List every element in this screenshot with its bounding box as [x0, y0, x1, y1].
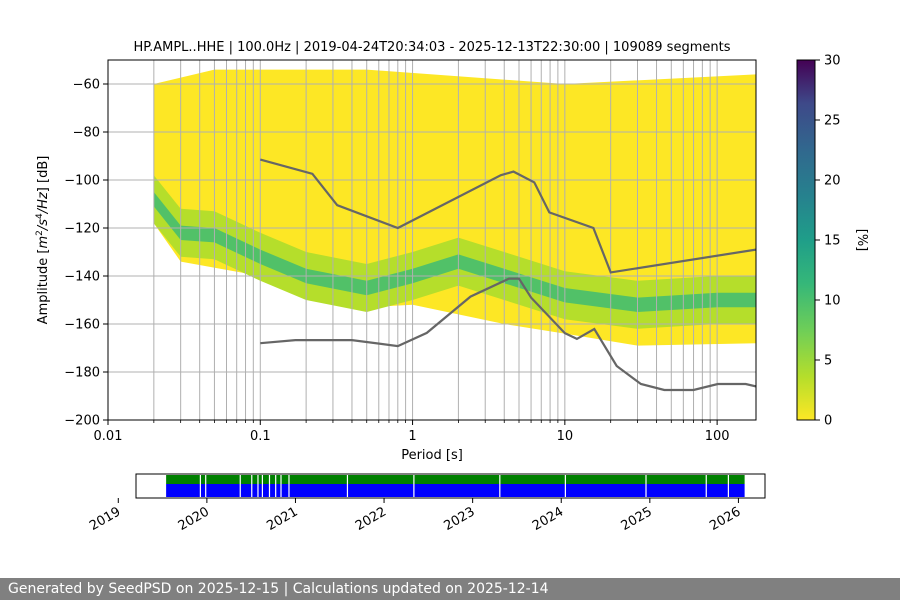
timeline-tick-label: 2021 [264, 504, 300, 534]
y-tick-label: −200 [64, 414, 100, 429]
timeline-gap [288, 475, 290, 497]
y-axis-label: Amplitude [m2/s4/Hz] [dB] [35, 156, 51, 325]
noise-model-curves [260, 158, 756, 392]
timeline-bars [166, 475, 745, 497]
colorbar-tick-label: 5 [824, 354, 832, 369]
timeline-gap [564, 475, 566, 497]
x-axis-ticks: 0.01 0.1 1 10 100 [94, 420, 730, 444]
x-tick-label: 1 [408, 429, 416, 444]
timeline-gap [275, 475, 277, 497]
timeline-tick-label: 2019 [87, 504, 123, 534]
nhnm-curve [260, 158, 756, 274]
timeline-gap [499, 475, 501, 497]
grid-lines [108, 60, 756, 420]
timeline-gap [261, 475, 263, 497]
x-tick-label: 10 [557, 429, 574, 444]
timeline-gap [705, 475, 707, 497]
timeline-tick-label: 2022 [353, 504, 389, 534]
psd-density-band [153, 175, 756, 329]
y-axis-ticks: −60 −80 −100 −120 −140 −160 −180 −200 [64, 78, 108, 429]
x-tick-label: 0.01 [94, 429, 123, 444]
colorbar-tick-label: 30 [824, 54, 841, 69]
y-tick-label: −160 [64, 318, 100, 333]
timeline-gap [239, 475, 241, 497]
y-tick-label: −80 [73, 126, 100, 141]
timeline-gap [280, 475, 282, 497]
timeline-data-bar [166, 475, 745, 484]
x-tick-label: 100 [705, 429, 730, 444]
timeline-gap [205, 475, 207, 497]
colorbar-ticks: 0 5 10 15 20 25 30 [815, 54, 841, 429]
colorbar-gradient [796, 59, 816, 421]
coverage-timeline: 2019 2020 2021 2022 2023 2024 2025 2026 [87, 473, 766, 534]
plot-frame [107, 59, 757, 421]
timeline-gap [413, 475, 415, 497]
colorbar: 0 5 10 15 20 25 30 [%] [796, 54, 869, 429]
psd-density-core [153, 192, 756, 312]
footer: Generated by SeedPSD on 2025-12-15 | Cal… [0, 578, 900, 600]
colorbar-tick-label: 10 [824, 294, 841, 309]
y-tick-label: −180 [64, 366, 100, 381]
figure: HP.AMPL..HHE | 100.0Hz | 2019-04-24T20:3… [35, 40, 869, 534]
timeline-gap [645, 475, 647, 497]
timeline-frame [135, 473, 766, 499]
y-tick-label: −100 [64, 174, 100, 189]
y-tick-label: −60 [73, 78, 100, 93]
psd-plot: 0.01 0.1 1 10 100 −60 −80 −100 −120 −140 −160 −180… [64, 59, 757, 444]
timeline-tick-label: 2020 [176, 504, 212, 534]
timeline-tick-label: 2024 [530, 504, 566, 534]
colorbar-tick-label: 15 [824, 234, 841, 249]
timeline-gap [268, 475, 271, 497]
y-tick-label: −140 [64, 270, 100, 285]
colorbar-tick-label: 25 [824, 114, 841, 129]
timeline-tick-label: 2025 [619, 504, 655, 534]
x-tick-label: 0.1 [250, 429, 271, 444]
timeline-ticks: 2019 2020 2021 2022 2023 2024 2025 2026 [87, 498, 743, 534]
timeline-coverage-bar [166, 484, 745, 497]
psd-heatmap [153, 69, 756, 346]
x-axis-label: Period [s] [401, 448, 463, 463]
colorbar-tick-label: 0 [824, 414, 832, 429]
nlnm-curve [260, 277, 756, 392]
y-tick-label: −120 [64, 222, 100, 237]
timeline-gap [199, 475, 201, 497]
chart-title: HP.AMPL..HHE | 100.0Hz | 2019-04-24T20:3… [134, 40, 731, 55]
timeline-tick-label: 2026 [707, 504, 743, 534]
colorbar-label: [%] [854, 229, 869, 252]
timeline-gap [257, 475, 259, 497]
timeline-gap [727, 475, 729, 497]
timeline-gap [251, 475, 253, 497]
colorbar-tick-label: 20 [824, 174, 841, 189]
timeline-gap [346, 475, 349, 497]
timeline-tick-label: 2023 [441, 504, 477, 534]
